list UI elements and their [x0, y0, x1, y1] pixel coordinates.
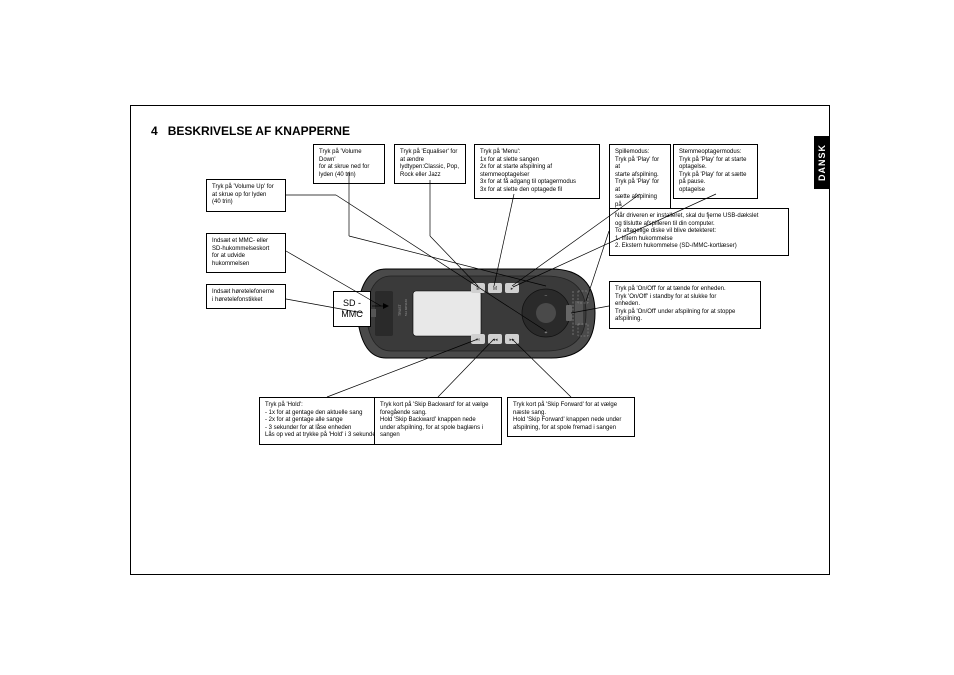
- svg-text:−: −: [545, 293, 548, 299]
- svg-text:H: H: [476, 337, 479, 342]
- callout-headphones: Indsæt høretelefonerne i høretelefonstik…: [206, 284, 286, 309]
- callout-onoff: Tryk på 'On/Off' for at tænde for enhede…: [609, 281, 761, 329]
- sd-mmc-label: SD - MMC: [333, 291, 371, 327]
- page-heading: 4 BESKRIVELSE AF KNAPPERNE: [151, 124, 350, 138]
- callout-skip-fwd: Tryk kort på 'Skip Forward' for at vælge…: [507, 397, 635, 437]
- callout-play2: Stemmeoptagermodus: Tryk på 'Play' for a…: [673, 144, 758, 199]
- svg-text:512 MP3160: 512 MP3160: [404, 299, 408, 316]
- callout-sd-slot: Indsæt et MMC- eller SD-hukommelseskort …: [206, 233, 286, 273]
- svg-text:+: +: [545, 330, 548, 336]
- heading-text: BESKRIVELSE AF KNAPPERNE: [168, 124, 350, 138]
- callout-volume-up: Tryk på 'Volume Up' for at skrue op for …: [206, 179, 286, 212]
- callout-volume-down: Tryk på 'Volume Down' for at skrue ned f…: [313, 144, 385, 184]
- language-tab: DANSK: [814, 136, 830, 189]
- manual-page: 4 BESKRIVELSE AF KNAPPERNE DANSK TRUST 5…: [130, 105, 830, 575]
- player-screen: [413, 291, 481, 336]
- svg-text:◂◂: ◂◂: [492, 337, 498, 343]
- svg-text:TRUST: TRUST: [398, 303, 402, 316]
- callout-equaliser: Tryk på 'Equaliser' for at ændre lydtype…: [394, 144, 466, 184]
- heading-number: 4: [151, 124, 158, 138]
- callout-usb: Når driveren er installeret, skal du fje…: [609, 208, 789, 256]
- svg-text:▸▸: ▸▸: [509, 337, 515, 343]
- svg-text:M: M: [493, 286, 497, 292]
- callout-menu: Tryk på 'Menu': 1x for at slette sangen …: [474, 144, 600, 199]
- onoff-button: [566, 305, 572, 321]
- player-diagram: TRUST 512 MP3160 E M ▸ H ◂◂ ▸▸ − +: [351, 261, 601, 366]
- callout-skip-back: Tryk kort på 'Skip Backward' for at vælg…: [374, 397, 502, 445]
- usb-cover: [575, 301, 583, 325]
